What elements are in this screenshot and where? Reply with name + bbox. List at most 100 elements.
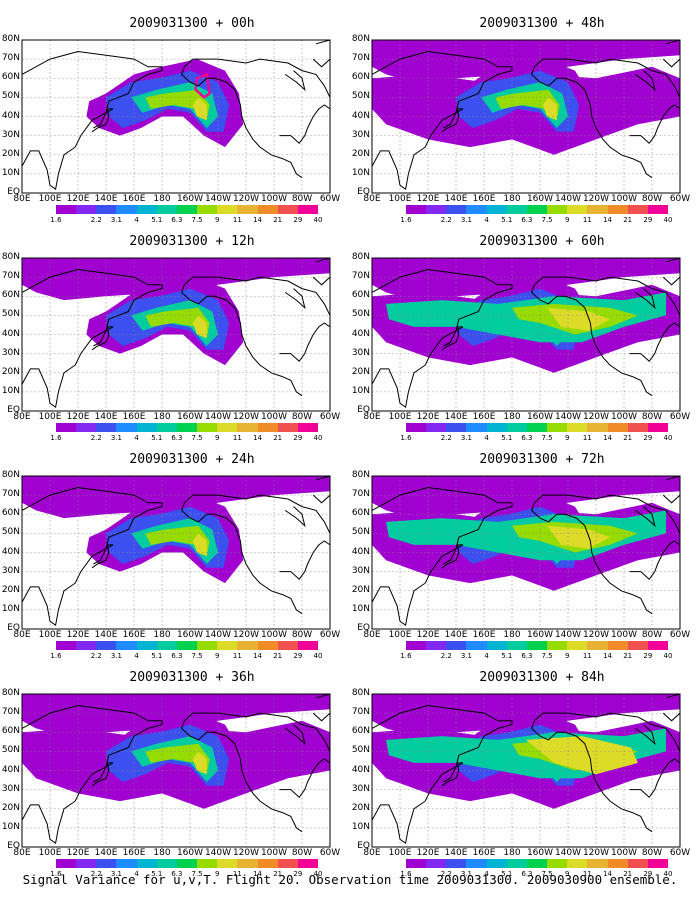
colorbar-swatch	[547, 423, 568, 432]
longitude-label: 80E	[363, 194, 381, 204]
coastline	[181, 284, 303, 397]
colorbar-swatch	[136, 641, 158, 650]
colorbar-label: 1.6	[50, 434, 62, 442]
longitude-label: 160E	[122, 630, 146, 640]
colorbar-label: 5.1	[501, 652, 513, 660]
colorbar-swatch	[567, 641, 588, 650]
colorbar-swatch	[607, 859, 629, 868]
colorbar-swatch	[486, 205, 508, 214]
colorbar-label: 1.6	[400, 434, 412, 442]
colorbar-swatch	[486, 423, 508, 432]
colorbar-swatch	[96, 205, 117, 214]
colorbar-swatch	[277, 205, 299, 214]
colorbar-label: 11	[232, 652, 242, 660]
panel-title: 2009031300 + 00h	[129, 16, 255, 31]
longitude-label: 100E	[38, 412, 62, 422]
longitude-label: 160E	[122, 194, 146, 204]
latitude-label: 80N	[351, 34, 370, 44]
colorbar-label: 4	[134, 216, 139, 224]
colorbar-swatch	[197, 859, 218, 868]
coastline	[634, 724, 656, 746]
colorbar-label: 6.3	[521, 652, 533, 660]
latitude-label: 20N	[351, 802, 370, 813]
colorbar-label: 2.2	[90, 216, 102, 224]
map-panel: 2009031300 + 60h 80N 70N 60N 50N 40N 30N 20N 10N…	[352, 226, 700, 442]
coastline	[441, 326, 464, 351]
longitude-label: 160W	[526, 630, 554, 640]
coastline	[629, 540, 681, 581]
latitude-label: 60N	[1, 290, 20, 301]
coastline	[629, 104, 681, 145]
colorbar-label: 1.6	[50, 870, 62, 878]
latitude-label: 10N	[351, 385, 370, 396]
colorbar-swatch	[76, 641, 97, 650]
latitude-label: 70N	[351, 53, 370, 64]
variance-contour	[22, 694, 330, 737]
colorbar-label: 4	[484, 434, 489, 442]
colorbar-label: 29	[643, 434, 653, 442]
longitude-label: 160W	[176, 630, 204, 640]
longitude-label: 120E	[66, 848, 90, 858]
coastline	[284, 288, 306, 310]
variance-contour	[526, 736, 638, 775]
colorbar-swatch	[176, 205, 198, 214]
variance-contour	[145, 743, 210, 775]
colorbar-swatch	[96, 641, 117, 650]
colorbar-swatch	[627, 641, 649, 650]
map-panel: 2009031300 + 48h 80N 70N 60N 50N 40N 30N 20N 10N…	[352, 8, 700, 224]
coastline	[279, 540, 331, 581]
colorbar-swatch	[56, 859, 77, 868]
longitude-label: 60W	[669, 848, 691, 858]
panel-title: 2009031300 + 60h	[479, 234, 605, 249]
colorbar: 1.6 2.2 3.1 4 5.1 6.3 7.5 9 11 14 21 29 40	[50, 641, 322, 663]
longitude-label: 160E	[122, 848, 146, 858]
colorbar-label: 14	[253, 870, 262, 878]
colorbar-label: 4	[484, 216, 489, 224]
colorbar-swatch	[506, 205, 528, 214]
coastline	[441, 544, 464, 569]
colorbar-label: 3.1	[110, 216, 123, 224]
colorbar-label: 21	[273, 870, 283, 878]
colorbar: 1.6 2.2 3.1 4 5.1 6.3 7.5 9 11 14 21 29 40	[50, 859, 322, 881]
colorbar-label: 2.2	[440, 216, 452, 224]
colorbar-label: 11	[582, 434, 592, 442]
colorbar-swatch	[647, 641, 669, 650]
latitude-label: EQ	[7, 187, 20, 197]
longitude-label: 60W	[669, 412, 691, 422]
colorbar-label: 5.1	[151, 652, 163, 660]
colorbar-swatch	[297, 859, 319, 868]
colorbar-label: 6.3	[521, 870, 533, 878]
colorbar-label: 6.3	[521, 434, 533, 442]
colorbar-swatch	[116, 205, 138, 214]
colorbar-label: 40	[663, 652, 673, 660]
colorbar-swatch	[446, 641, 467, 650]
coastline	[279, 322, 331, 363]
longitude-label: 120W	[582, 194, 610, 204]
colorbar-swatch	[426, 641, 447, 650]
latitude-label: 70N	[1, 271, 20, 282]
longitude-label: 100W	[610, 412, 638, 422]
longitude-label: 180	[153, 194, 171, 204]
longitude-label: 60W	[319, 412, 341, 422]
coastline	[634, 288, 656, 310]
colorbar-label: 7.5	[541, 434, 553, 442]
map-frame	[371, 693, 681, 848]
colorbar-swatch	[297, 423, 319, 432]
colorbar: 1.6 2.2 3.1 4 5.1 6.3 7.5 9 11 14 21 29 40	[50, 423, 322, 445]
longitude-label: 140W	[554, 194, 582, 204]
latitude-label: 70N	[1, 707, 20, 718]
colorbar-label: 11	[232, 434, 242, 442]
coastline	[91, 544, 114, 569]
latitude-label: 30N	[1, 347, 20, 358]
colorbar-label: 9	[214, 870, 220, 878]
colorbar-label: 29	[643, 216, 653, 224]
colorbar-swatch	[96, 859, 117, 868]
colorbar-swatch	[76, 205, 97, 214]
colorbar-swatch	[426, 423, 447, 432]
colorbar-swatch	[297, 205, 319, 214]
colorbar-swatch	[486, 641, 508, 650]
colorbar-label: 40	[313, 434, 323, 442]
longitude-label: 120E	[66, 630, 90, 640]
longitude-label: 80W	[641, 412, 663, 422]
